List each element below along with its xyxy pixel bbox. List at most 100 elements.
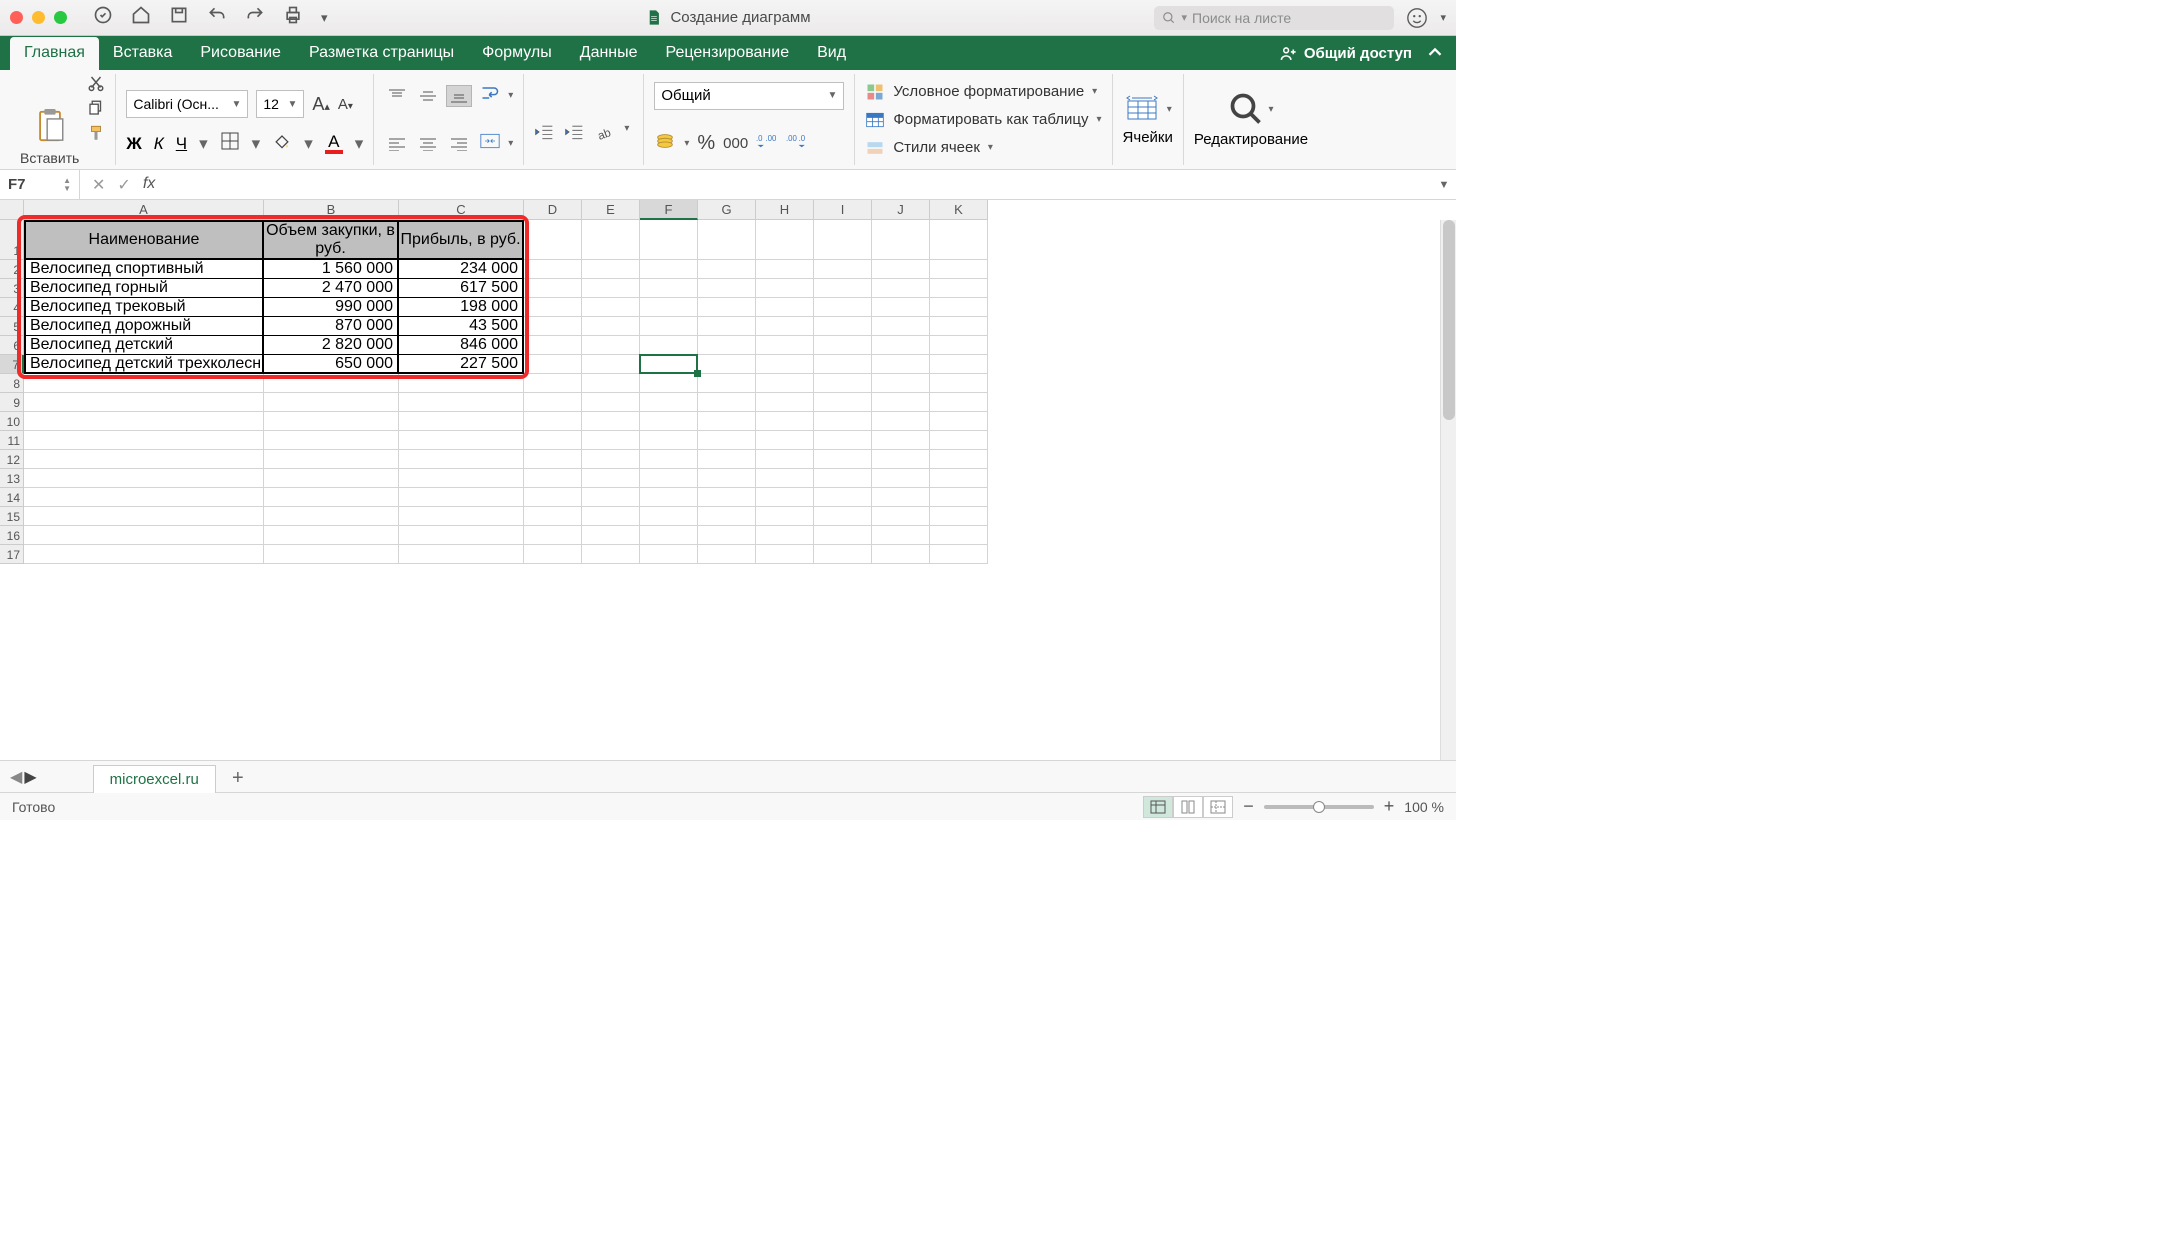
cell-A10[interactable] [24, 412, 264, 431]
view-page-break-icon[interactable] [1203, 796, 1233, 818]
cell-B7[interactable]: 650 000 [264, 355, 399, 374]
row-header-4[interactable]: 4 [0, 298, 24, 317]
print-icon[interactable] [283, 5, 303, 30]
cell-B9[interactable] [264, 393, 399, 412]
cell-D10[interactable] [524, 412, 582, 431]
cell-styles-button[interactable]: Стили ячеек▾ [865, 138, 1101, 158]
cell-G8[interactable] [698, 374, 756, 393]
cell-A13[interactable] [24, 469, 264, 488]
cell-G9[interactable] [698, 393, 756, 412]
cell-I14[interactable] [814, 488, 872, 507]
cell-B1[interactable]: Объем закупки, вруб. [264, 220, 399, 260]
cell-D11[interactable] [524, 431, 582, 450]
cell-I11[interactable] [814, 431, 872, 450]
add-sheet-button[interactable]: + [224, 765, 252, 793]
cell-A8[interactable] [24, 374, 264, 393]
cell-H15[interactable] [756, 507, 814, 526]
cell-F16[interactable] [640, 526, 698, 545]
cell-B13[interactable] [264, 469, 399, 488]
tab-вид[interactable]: Вид [803, 37, 860, 70]
cell-C1[interactable]: Прибыль, в руб. [399, 220, 524, 260]
cell-G13[interactable] [698, 469, 756, 488]
cell-C10[interactable] [399, 412, 524, 431]
cell-E3[interactable] [582, 279, 640, 298]
sheet-tab[interactable]: microexcel.ru [93, 765, 216, 793]
cells-button[interactable]: ▾ Ячейки [1123, 74, 1173, 165]
cell-E2[interactable] [582, 260, 640, 279]
cell-D15[interactable] [524, 507, 582, 526]
cell-H9[interactable] [756, 393, 814, 412]
fx-icon[interactable]: fx [143, 175, 155, 195]
cell-E6[interactable] [582, 336, 640, 355]
cell-F7[interactable] [640, 355, 698, 374]
cell-B14[interactable] [264, 488, 399, 507]
cell-D16[interactable] [524, 526, 582, 545]
align-right-icon[interactable] [446, 133, 472, 155]
cell-K7[interactable] [930, 355, 988, 374]
col-header-C[interactable]: C [399, 200, 524, 220]
col-header-G[interactable]: G [698, 200, 756, 220]
sheet-search[interactable]: ▾ Поиск на листе [1154, 6, 1394, 30]
row-header-12[interactable]: 12 [0, 450, 24, 469]
cell-I3[interactable] [814, 279, 872, 298]
row-header-11[interactable]: 11 [0, 431, 24, 450]
cell-H17[interactable] [756, 545, 814, 564]
col-header-B[interactable]: B [264, 200, 399, 220]
cell-K3[interactable] [930, 279, 988, 298]
cell-A17[interactable] [24, 545, 264, 564]
cell-A3[interactable]: Велосипед горный [24, 279, 264, 298]
cell-E13[interactable] [582, 469, 640, 488]
cell-C13[interactable] [399, 469, 524, 488]
cell-K10[interactable] [930, 412, 988, 431]
cell-E12[interactable] [582, 450, 640, 469]
cell-B6[interactable]: 2 820 000 [264, 336, 399, 355]
cell-A6[interactable]: Велосипед детский [24, 336, 264, 355]
cell-G6[interactable] [698, 336, 756, 355]
cell-A2[interactable]: Велосипед спортивный [24, 260, 264, 279]
cell-J17[interactable] [872, 545, 930, 564]
cell-K15[interactable] [930, 507, 988, 526]
cell-C12[interactable] [399, 450, 524, 469]
cell-J15[interactable] [872, 507, 930, 526]
thousands-icon[interactable]: 000 [723, 135, 748, 152]
format-as-table-button[interactable]: Форматировать как таблицу▾ [865, 110, 1101, 130]
decrease-indent-icon[interactable] [534, 123, 554, 148]
cell-F6[interactable] [640, 336, 698, 355]
cell-D3[interactable] [524, 279, 582, 298]
cell-I2[interactable] [814, 260, 872, 279]
cell-J2[interactable] [872, 260, 930, 279]
bold-button[interactable]: Ж [126, 134, 141, 154]
cell-D12[interactable] [524, 450, 582, 469]
cell-C2[interactable]: 234 000 [399, 260, 524, 279]
row-header-8[interactable]: 8 [0, 374, 24, 393]
cell-C3[interactable]: 617 500 [399, 279, 524, 298]
close-icon[interactable] [10, 11, 23, 24]
cell-J1[interactable] [872, 220, 930, 260]
cell-C6[interactable]: 846 000 [399, 336, 524, 355]
cell-H10[interactable] [756, 412, 814, 431]
row-header-2[interactable]: 2 [0, 260, 24, 279]
cell-D4[interactable] [524, 298, 582, 317]
cell-G7[interactable] [698, 355, 756, 374]
tab-рецензирование[interactable]: Рецензирование [652, 37, 804, 70]
cell-B8[interactable] [264, 374, 399, 393]
cell-B2[interactable]: 1 560 000 [264, 260, 399, 279]
cell-F9[interactable] [640, 393, 698, 412]
cell-H12[interactable] [756, 450, 814, 469]
cell-B10[interactable] [264, 412, 399, 431]
zoom-out-button[interactable]: − [1243, 796, 1254, 817]
cell-C4[interactable]: 198 000 [399, 298, 524, 317]
number-format-select[interactable]: Общий▼ [654, 82, 844, 110]
copy-icon[interactable] [87, 99, 105, 117]
cell-H3[interactable] [756, 279, 814, 298]
font-name-select[interactable]: Calibri (Осн...▼ [126, 90, 248, 118]
row-header-15[interactable]: 15 [0, 507, 24, 526]
cell-G4[interactable] [698, 298, 756, 317]
cell-F8[interactable] [640, 374, 698, 393]
cell-K11[interactable] [930, 431, 988, 450]
select-all-corner[interactable] [0, 200, 24, 220]
row-header-5[interactable]: 5 [0, 317, 24, 336]
cell-J12[interactable] [872, 450, 930, 469]
cell-J13[interactable] [872, 469, 930, 488]
view-page-layout-icon[interactable] [1173, 796, 1203, 818]
